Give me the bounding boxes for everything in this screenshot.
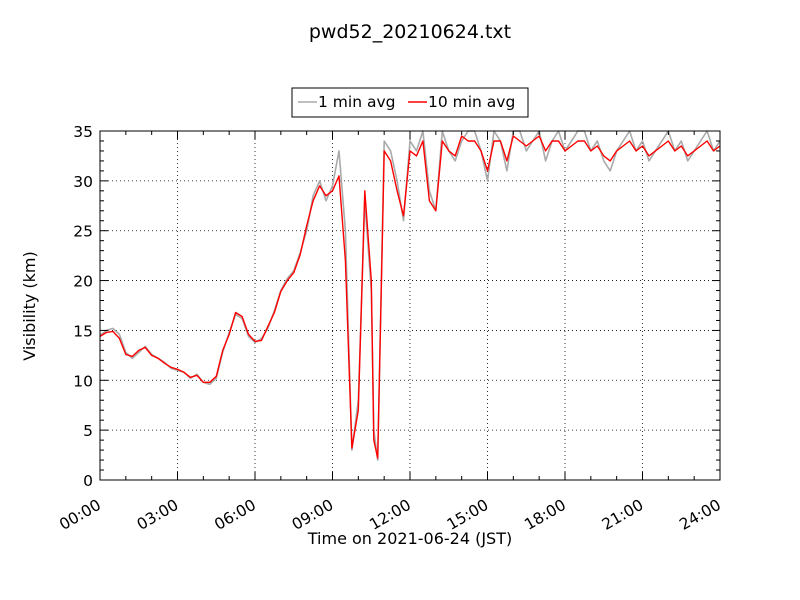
plot-border bbox=[99, 130, 721, 481]
legend-label-10min: 10 min avg bbox=[428, 93, 515, 111]
x-tick-label: 03:00 bbox=[134, 496, 182, 534]
y-axis-label: Visibility (km) bbox=[20, 251, 39, 360]
plot-area bbox=[100, 131, 720, 480]
legend-label-1min: 1 min avg bbox=[318, 93, 395, 111]
series-layer bbox=[99, 130, 721, 461]
x-tick-label: 06:00 bbox=[211, 496, 259, 534]
x-tick-label: 21:00 bbox=[599, 496, 647, 534]
grid-lines bbox=[100, 131, 720, 480]
y-tick-label: 5 bbox=[83, 422, 93, 440]
series-10min-avg-line bbox=[99, 135, 721, 459]
y-tick-label: 25 bbox=[73, 223, 93, 241]
y-tick-label: 35 bbox=[73, 123, 93, 141]
y-tick-label: 30 bbox=[73, 173, 93, 191]
chart-title: pwd52_20210624.txt bbox=[309, 21, 511, 43]
legend: 1 min avg 10 min avg bbox=[291, 87, 529, 118]
y-tick-label: 20 bbox=[73, 273, 93, 291]
x-axis-label: Time on 2021-06-24 (JST) bbox=[307, 529, 512, 548]
x-tick-label: 00:00 bbox=[56, 496, 104, 534]
y-tick-label: 15 bbox=[73, 322, 93, 340]
x-tick-label: 18:00 bbox=[521, 496, 569, 534]
y-tick-label: 0 bbox=[83, 472, 93, 490]
y-tick-label: 10 bbox=[73, 372, 93, 390]
x-tick-label: 24:00 bbox=[676, 496, 724, 534]
y-tick-labels: 0 5 10 15 20 25 30 35 bbox=[73, 123, 93, 490]
